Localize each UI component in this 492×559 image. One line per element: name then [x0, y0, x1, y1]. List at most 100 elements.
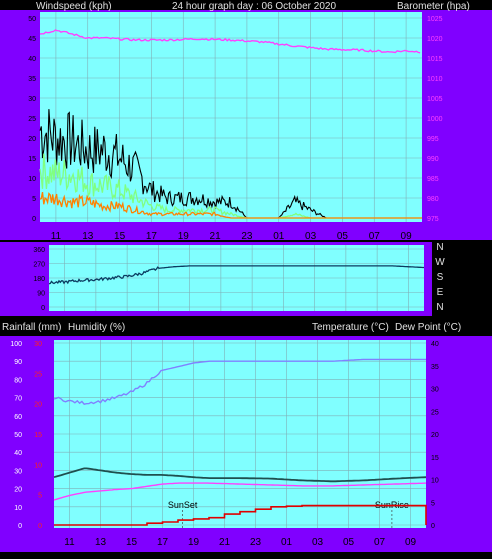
bottom-time-tick: 13: [95, 537, 107, 548]
windspeed-axis: 0 5 10 15 20 25 30 35 40 45 50: [28, 16, 36, 223]
humidity-tick: 80: [14, 377, 22, 384]
top-time-tick: 05: [337, 231, 349, 242]
bottom-time-tick: 07: [374, 537, 386, 548]
humidity-tick: 30: [14, 468, 22, 475]
windspeed-tick: 10: [28, 176, 36, 183]
humidity-tick: 60: [14, 414, 22, 421]
top-time-tick: 07: [369, 231, 381, 242]
windspeed-tick: 20: [28, 136, 36, 143]
temperature-tick: 35: [431, 364, 439, 371]
direction-tick: 0: [41, 305, 45, 312]
barometer-tick: 995: [427, 136, 439, 143]
bottom-time-axis: 11 13 15 17 19 21 23 01 03 05 07 09: [64, 537, 416, 548]
top-time-tick: 17: [146, 231, 158, 242]
rainfall-tick: 5: [38, 493, 42, 500]
windspeed-tick: 15: [28, 156, 36, 163]
bottom-time-tick: 15: [126, 537, 138, 548]
humidity-tick: 0: [18, 523, 22, 530]
top-plot-area: [40, 12, 422, 222]
temperature-tick: 20: [431, 432, 439, 439]
bottom-time-tick: 01: [281, 537, 293, 548]
bottom-time-tick: 21: [219, 537, 231, 548]
rainfall-tick: 30: [34, 341, 42, 348]
humidity-axis: 0 10 20 30 40 50 60 70 80 90 100: [10, 341, 22, 530]
direction-tick: 270: [33, 262, 45, 269]
barometer-axis: 975 980 985 990 995 1000 1005 1010 1015 1020 1025: [427, 16, 443, 223]
bottom-time-tick: 03: [312, 537, 324, 548]
top-time-tick: 01: [273, 231, 285, 242]
rainfall-axis: 0 5 10 15 20 25 30: [34, 341, 42, 530]
direction-series: [48, 265, 424, 285]
direction-tick: 180: [33, 276, 45, 283]
series-rainfall: [54, 504, 427, 526]
compass-label: N: [436, 302, 443, 313]
wind-series-2: [39, 191, 422, 219]
rainfall-title: Rainfall (mm): [2, 322, 61, 333]
top-time-tick: 03: [305, 231, 317, 242]
bottom-time-tick: 05: [343, 537, 355, 548]
barometer-tick: 1005: [427, 96, 443, 103]
top-time-tick: 19: [178, 231, 190, 242]
humidity-tick: 100: [10, 341, 22, 348]
compass-label: E: [437, 287, 444, 298]
series-humidity: [53, 358, 426, 405]
graph-date-title: 24 hour graph day : 06 October 2020: [172, 1, 336, 12]
barometer-tick: 985: [427, 176, 439, 183]
rainfall-tick: 0: [38, 523, 42, 530]
temperature-tick: 30: [431, 387, 439, 394]
humidity-tick: 40: [14, 450, 22, 457]
direction-axis: 360 270 180 90 0: [33, 247, 45, 312]
humidity-tick: 50: [14, 432, 22, 439]
top-time-tick: 09: [401, 231, 413, 242]
temperature-tick: 25: [431, 409, 439, 416]
barometer-tick: 1010: [427, 76, 443, 83]
windspeed-tick: 40: [28, 56, 36, 63]
rainfall-tick: 15: [34, 432, 42, 439]
compass-label: N: [436, 242, 443, 253]
dewpoint-title: Dew Point (°C): [395, 322, 461, 333]
bottom-time-tick: 23: [250, 537, 262, 548]
temperature-tick: 15: [431, 455, 439, 462]
top-series: [39, 29, 422, 219]
barometer-tick: 1000: [427, 116, 443, 123]
barometer-tick: 980: [427, 196, 439, 203]
bottom-time-tick: 11: [64, 537, 75, 548]
barometer-tick: 1015: [427, 56, 443, 63]
series-dew-point: [53, 482, 427, 501]
barometer-tick: 1020: [427, 36, 443, 43]
series-temperature: [53, 467, 427, 483]
direction-tick: 360: [33, 247, 45, 254]
temperature-tick: 0: [431, 523, 435, 530]
humidity-tick: 10: [14, 505, 22, 512]
top-time-axis: 11 13 15 17 19 21 23 01 03 05 07 09: [51, 231, 412, 242]
temperature-tick: 10: [431, 478, 439, 485]
rainfall-tick: 25: [34, 371, 42, 378]
windspeed-title: Windspeed (kph): [36, 1, 112, 12]
direction-tick: 90: [37, 291, 45, 298]
temperature-axis: 0 5 10 15 20 25 30 35 40: [431, 341, 439, 530]
top-time-tick: 15: [114, 231, 126, 242]
bottom-grid: [54, 340, 426, 528]
humidity-title: Humidity (%): [68, 322, 125, 333]
compass-label: W: [435, 257, 445, 268]
sunset-label: SunSet: [168, 500, 198, 510]
temperature-title: Temperature (°C): [312, 322, 389, 333]
compass-label: S: [437, 272, 444, 283]
temperature-tick: 40: [431, 341, 439, 348]
temperature-tick: 5: [431, 500, 435, 507]
bottom-time-tick: 17: [157, 537, 169, 548]
rainfall-tick: 10: [34, 462, 42, 469]
barometer-tick: 990: [427, 156, 439, 163]
bottom-series: [53, 358, 427, 526]
windspeed-tick: 25: [28, 116, 36, 123]
humidity-tick: 90: [14, 359, 22, 366]
rainfall-tick: 20: [34, 402, 42, 409]
windspeed-tick: 45: [28, 36, 36, 43]
windspeed-tick: 5: [32, 196, 36, 203]
top-time-tick: 21: [210, 231, 222, 242]
windspeed-tick: 0: [32, 216, 36, 223]
windspeed-tick: 50: [28, 16, 36, 23]
